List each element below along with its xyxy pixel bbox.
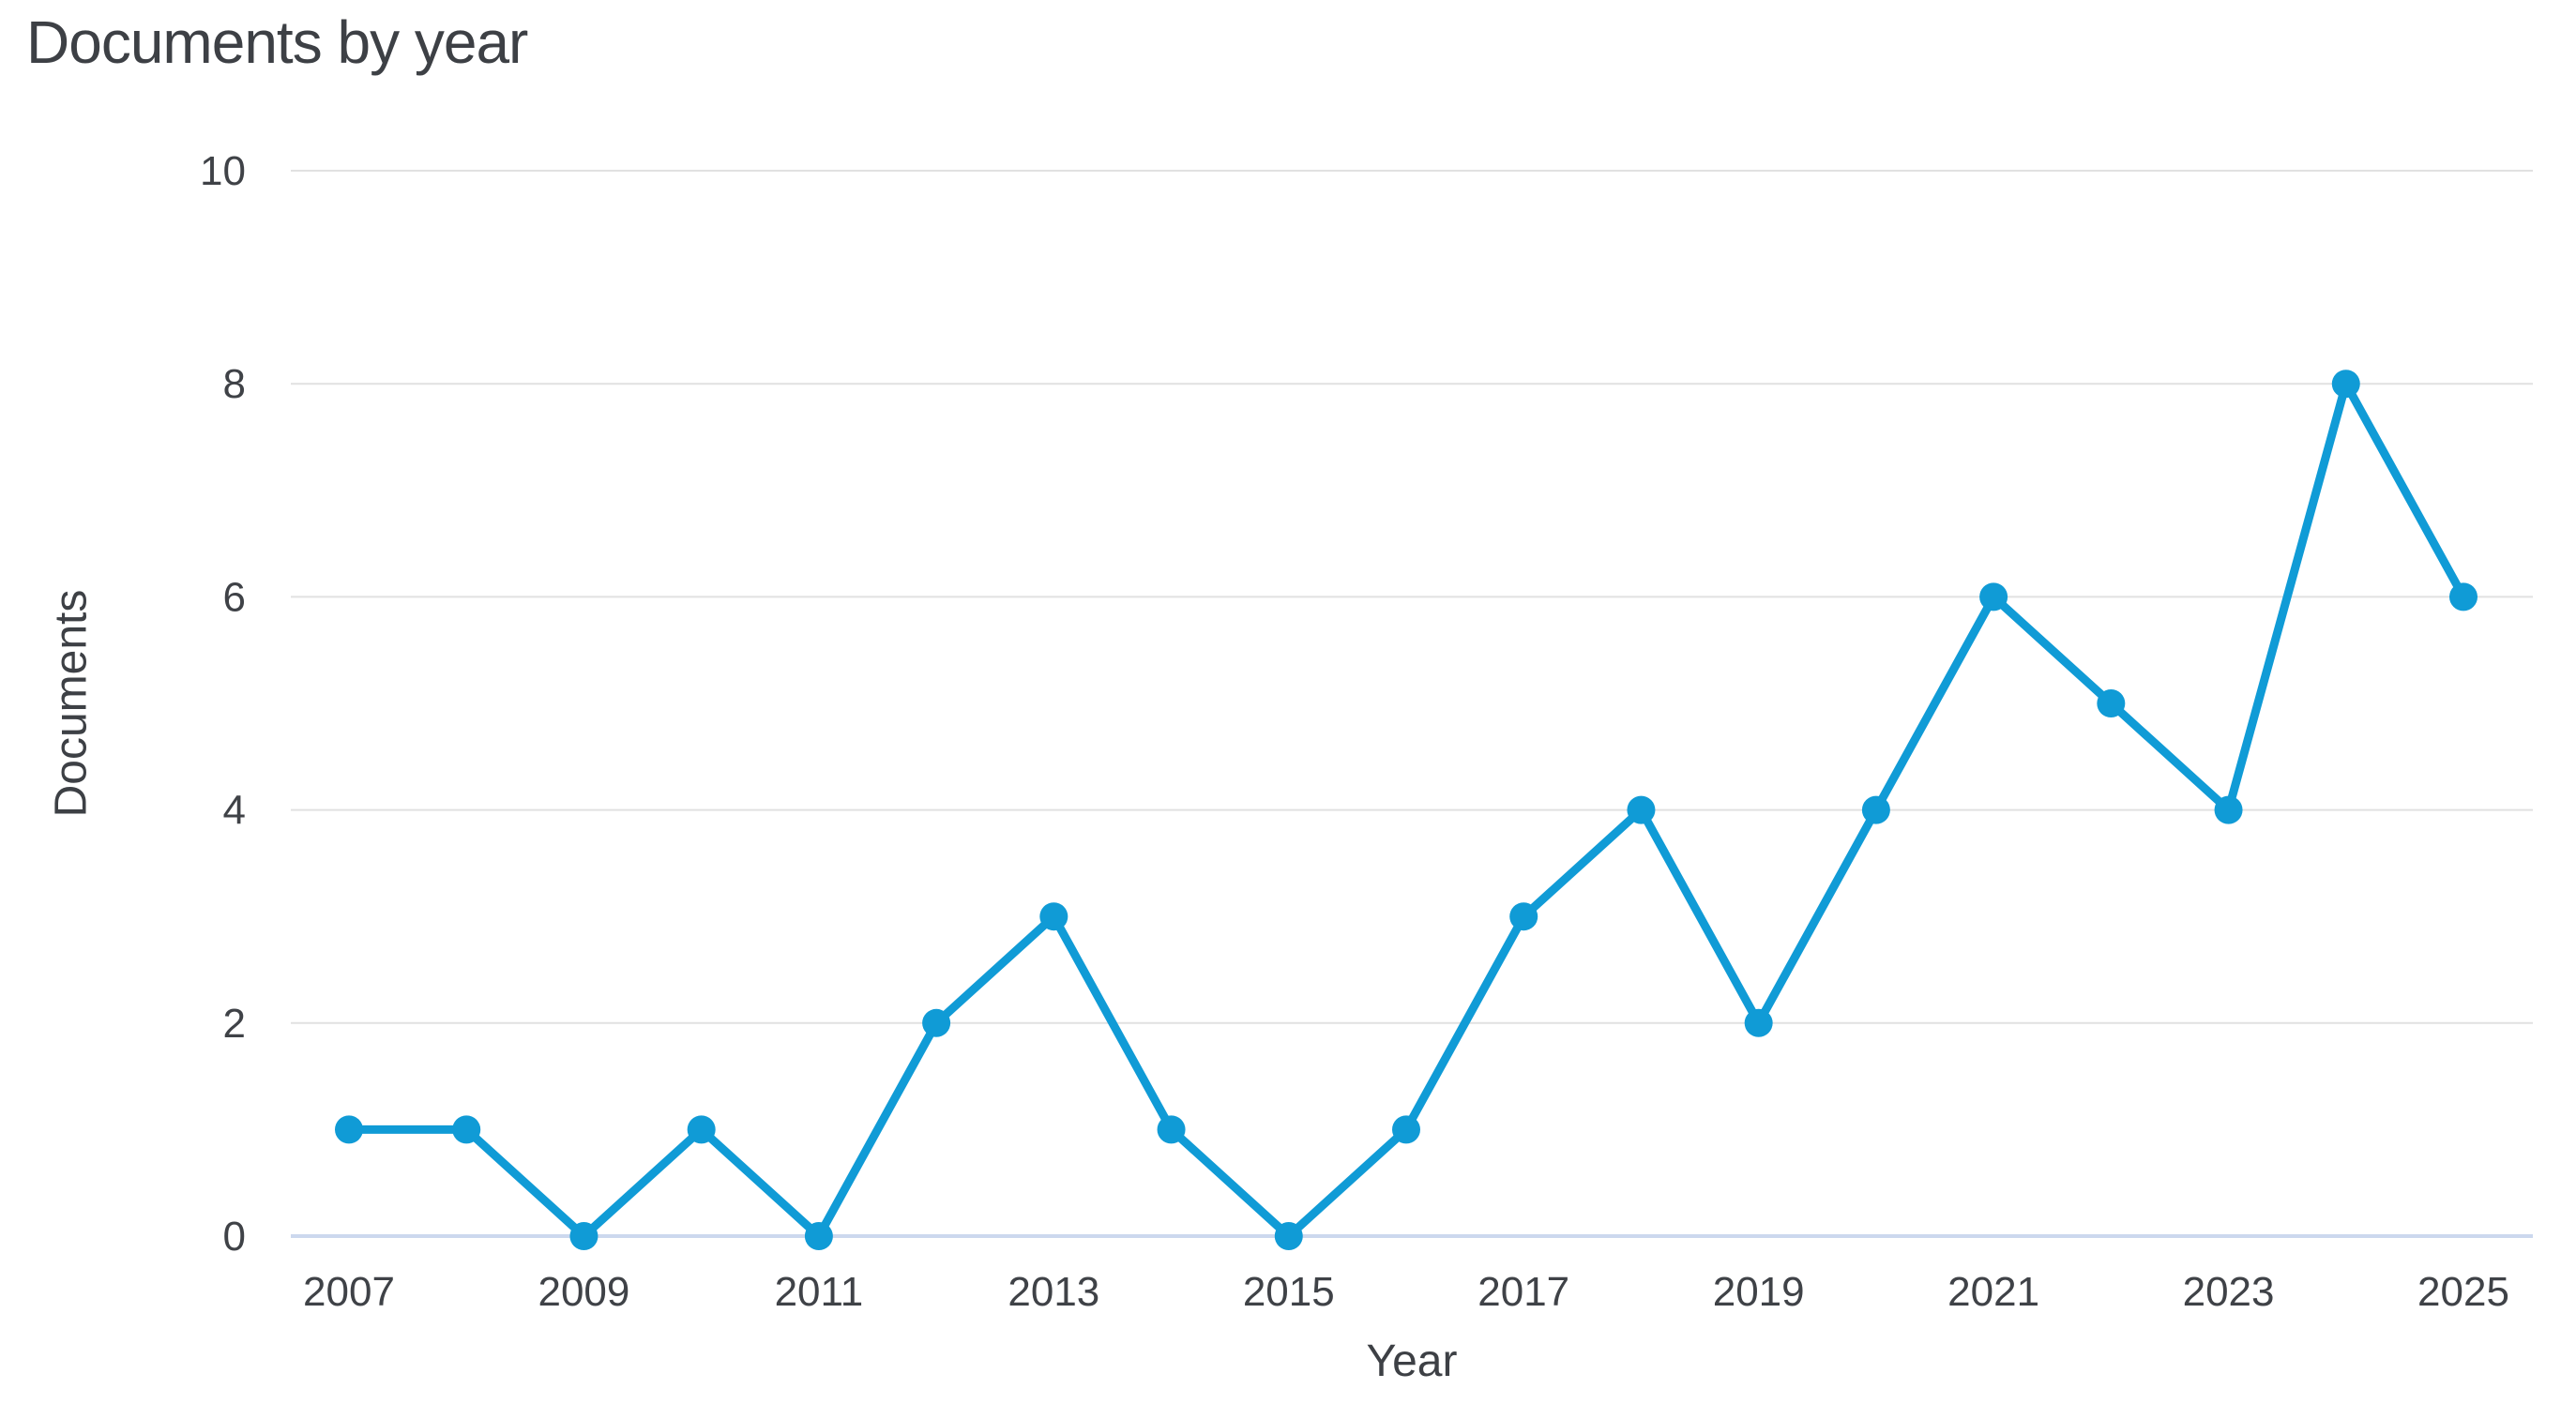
data-point-2022[interactable] <box>2097 689 2126 717</box>
y-axis-label: Documents <box>46 589 97 818</box>
data-point-2018[interactable] <box>1627 795 1656 824</box>
data-point-2010[interactable] <box>687 1115 716 1144</box>
data-point-2008[interactable] <box>452 1115 481 1144</box>
data-point-2020[interactable] <box>1861 795 1890 824</box>
data-point-2025[interactable] <box>2449 582 2478 611</box>
data-point-2024[interactable] <box>2331 370 2360 399</box>
data-point-2023[interactable] <box>2214 795 2243 824</box>
data-point-2007[interactable] <box>335 1115 363 1144</box>
data-point-2013[interactable] <box>1039 902 1068 931</box>
y-tick-label: 6 <box>223 574 246 620</box>
data-point-2014[interactable] <box>1157 1115 1186 1144</box>
data-point-2017[interactable] <box>1509 902 1538 931</box>
x-tick-label: 2025 <box>2417 1269 2509 1315</box>
data-point-2016[interactable] <box>1392 1115 1420 1144</box>
x-tick-label: 2013 <box>1008 1269 1099 1315</box>
x-tick-label: 2009 <box>538 1269 629 1315</box>
x-tick-label: 2015 <box>1243 1269 1335 1315</box>
data-point-2015[interactable] <box>1274 1222 1303 1250</box>
x-tick-label: 2007 <box>303 1269 395 1315</box>
x-tick-label: 2011 <box>775 1269 864 1315</box>
x-tick-label: 2023 <box>2183 1269 2275 1315</box>
data-point-2019[interactable] <box>1744 1008 1773 1037</box>
y-tick-label: 0 <box>223 1214 246 1260</box>
y-tick-label: 8 <box>223 361 246 407</box>
data-point-2012[interactable] <box>922 1008 951 1037</box>
chart-title: Documents by year <box>26 8 528 76</box>
y-tick-label: 10 <box>200 148 246 194</box>
x-tick-label: 2021 <box>1947 1269 2039 1315</box>
data-point-2011[interactable] <box>804 1222 833 1250</box>
data-point-2021[interactable] <box>1979 582 2008 611</box>
y-tick-label: 2 <box>223 1001 246 1047</box>
x-axis-label: Year <box>1366 1336 1458 1386</box>
data-point-2009[interactable] <box>569 1222 599 1250</box>
y-tick-label: 4 <box>223 788 246 834</box>
x-tick-label: 2019 <box>1713 1269 1805 1315</box>
x-tick-label: 2017 <box>1477 1269 1569 1315</box>
